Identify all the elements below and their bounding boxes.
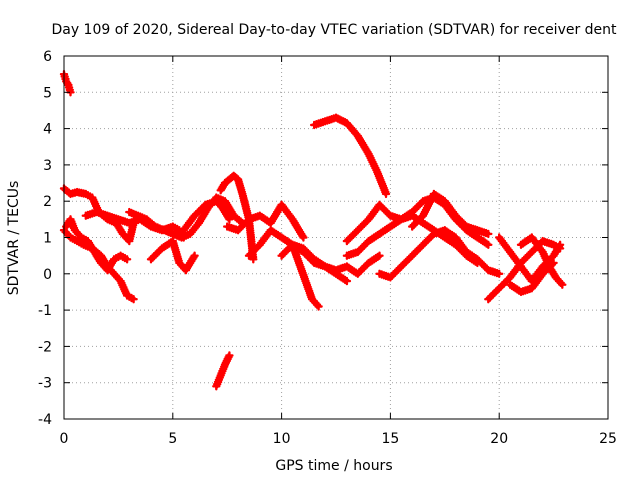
y-axis-label: SDTVAR / TECUs: [6, 181, 22, 296]
y-tick-label: -4: [38, 412, 52, 428]
chart-title: Day 109 of 2020, Sidereal Day-to-day VTE…: [51, 22, 617, 38]
x-tick-label: 25: [599, 431, 617, 447]
y-tick-label: 2: [43, 194, 52, 210]
data-points: [375, 226, 504, 282]
data-points: [62, 215, 132, 275]
series-arc15: [310, 113, 391, 199]
series-arc7: [146, 236, 199, 275]
data-points: [223, 200, 308, 242]
data-points: [125, 193, 247, 242]
y-tick-label: 3: [43, 158, 52, 174]
series-arc19: [408, 189, 493, 239]
data-points: [505, 258, 558, 297]
data-points: [146, 236, 199, 275]
y-tick-label: -1: [38, 303, 52, 319]
series-arc23: [505, 258, 558, 297]
series-arc1: [59, 70, 75, 97]
x-tick-label: 5: [168, 431, 177, 447]
series-arc14: [288, 240, 323, 311]
y-tick-label: 5: [43, 85, 52, 101]
data-points: [408, 189, 493, 239]
y-tick-label: 4: [43, 122, 52, 138]
series-arc18: [375, 226, 504, 282]
x-tick-label: 10: [273, 431, 291, 447]
data-layer: [59, 70, 567, 391]
data-points: [179, 197, 234, 235]
y-tick-label: -2: [38, 339, 52, 355]
series-arc10: [212, 351, 234, 391]
y-tick-label: 0: [43, 267, 52, 283]
y-tick-label: 1: [43, 231, 52, 247]
axis-layer: 0 5 10 15 20 25 -4 -3 -2 -1 0 1 2 3 4 5 6: [38, 49, 617, 447]
y-tick-label: 6: [43, 49, 52, 65]
x-axis-label: GPS time / hours: [275, 458, 392, 474]
series-arc6: [125, 193, 247, 242]
data-points: [212, 351, 234, 391]
series-arc4: [62, 215, 132, 275]
y-tick-label: -3: [38, 376, 52, 392]
x-tick-label: 20: [490, 431, 508, 447]
data-points: [288, 240, 323, 311]
series-arc8: [179, 197, 234, 235]
data-points: [59, 70, 75, 97]
series-arc11: [223, 200, 308, 242]
x-tick-label: 0: [60, 431, 69, 447]
x-tick-label: 15: [381, 431, 399, 447]
data-points: [310, 113, 391, 199]
